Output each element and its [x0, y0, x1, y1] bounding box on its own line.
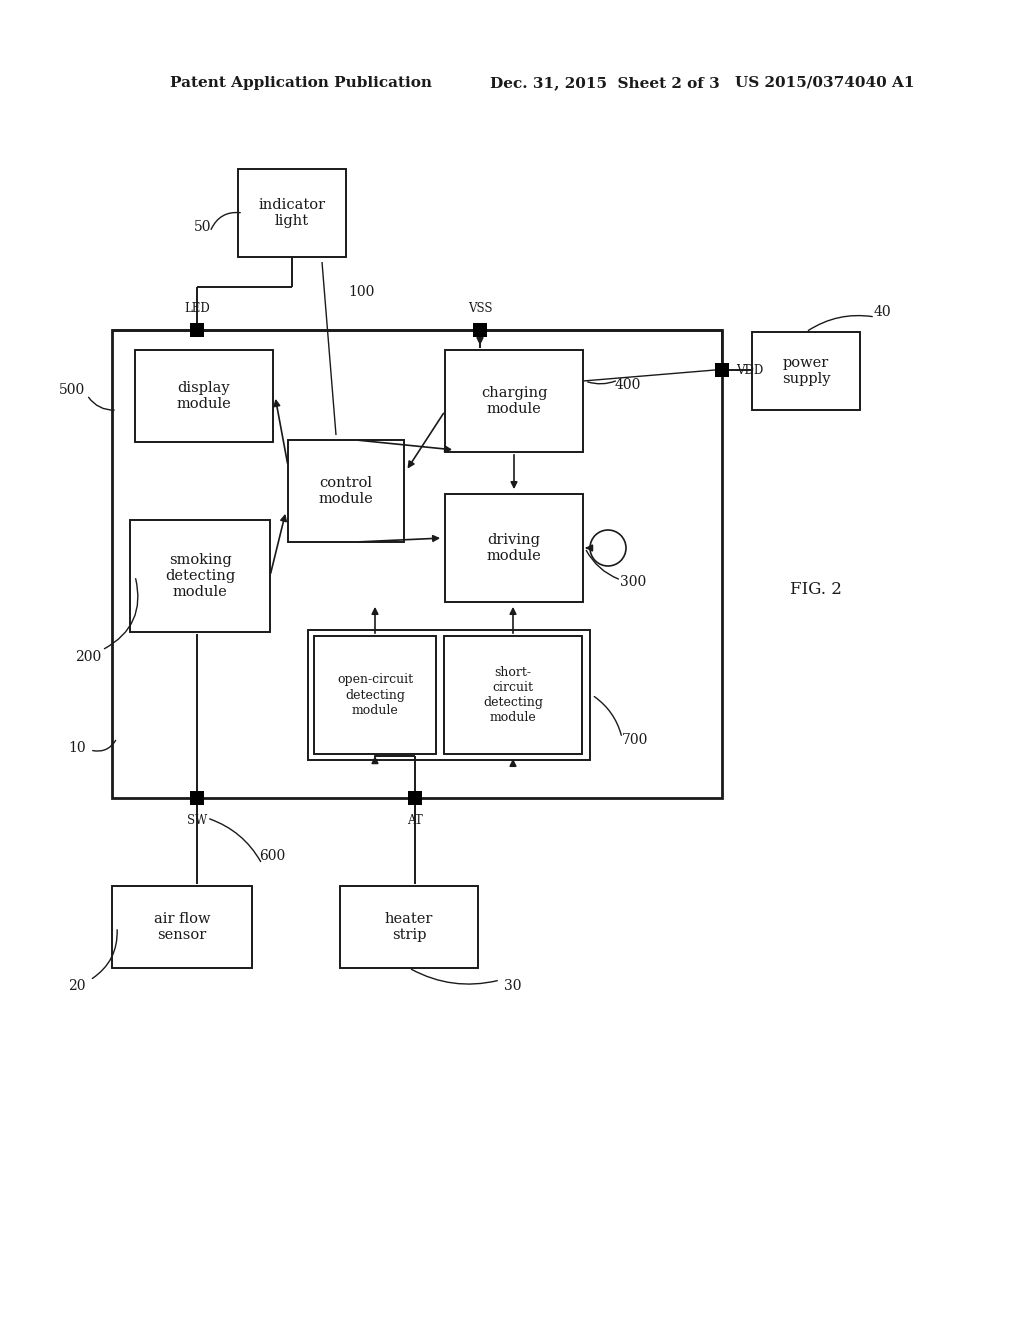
- Text: heater
strip: heater strip: [385, 912, 433, 942]
- Bar: [445, 350, 583, 451]
- Text: 300: 300: [620, 576, 646, 589]
- Text: FIG. 2: FIG. 2: [790, 582, 842, 598]
- Text: 100: 100: [348, 285, 374, 300]
- Bar: [752, 333, 860, 411]
- Bar: [408, 791, 422, 805]
- Text: LED: LED: [184, 301, 210, 314]
- Text: open-circuit
detecting
module: open-circuit detecting module: [337, 673, 413, 717]
- Text: 600: 600: [259, 849, 285, 863]
- Text: 40: 40: [873, 305, 891, 319]
- Bar: [190, 791, 204, 805]
- Text: air flow
sensor: air flow sensor: [154, 912, 210, 942]
- Text: power
supply: power supply: [781, 356, 830, 385]
- Text: VDD: VDD: [736, 363, 764, 376]
- Text: indicator
light: indicator light: [258, 198, 326, 228]
- Text: 400: 400: [614, 378, 641, 392]
- Text: Patent Application Publication: Patent Application Publication: [170, 77, 432, 90]
- Bar: [445, 494, 583, 602]
- Bar: [130, 520, 270, 632]
- Bar: [190, 323, 204, 337]
- Text: driving
module: driving module: [486, 533, 542, 564]
- Bar: [340, 886, 478, 968]
- Bar: [715, 363, 729, 378]
- Text: AT: AT: [408, 813, 423, 826]
- Text: 30: 30: [504, 979, 522, 993]
- Text: 10: 10: [69, 741, 86, 755]
- Bar: [238, 169, 346, 257]
- Text: 700: 700: [622, 733, 648, 747]
- Text: 500: 500: [58, 383, 85, 397]
- Text: 20: 20: [69, 979, 86, 993]
- Bar: [135, 350, 273, 442]
- Bar: [473, 323, 487, 337]
- Text: control
module: control module: [318, 477, 374, 506]
- Text: Dec. 31, 2015  Sheet 2 of 3: Dec. 31, 2015 Sheet 2 of 3: [490, 77, 720, 90]
- Bar: [444, 636, 582, 754]
- Text: VSS: VSS: [468, 301, 493, 314]
- Text: display
module: display module: [176, 381, 231, 411]
- Text: charging
module: charging module: [480, 385, 547, 416]
- Text: 200: 200: [75, 649, 101, 664]
- Text: US 2015/0374040 A1: US 2015/0374040 A1: [735, 77, 914, 90]
- Bar: [288, 440, 404, 543]
- Text: short-
circuit
detecting
module: short- circuit detecting module: [483, 667, 543, 723]
- Bar: [112, 330, 722, 799]
- Text: smoking
detecting
module: smoking detecting module: [165, 553, 236, 599]
- Bar: [308, 630, 590, 760]
- Bar: [314, 636, 436, 754]
- Text: 50: 50: [195, 220, 212, 234]
- Text: SW: SW: [186, 813, 207, 826]
- Bar: [112, 886, 252, 968]
